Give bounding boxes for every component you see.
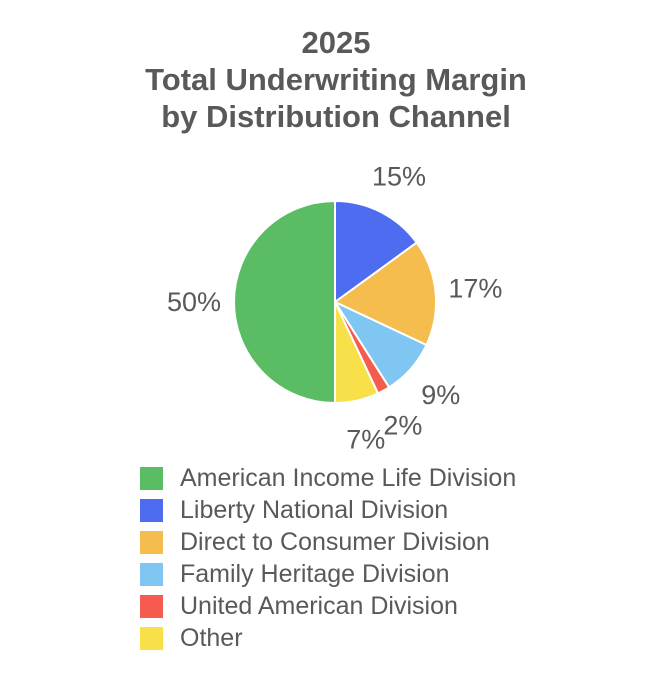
legend-item-other[interactable]: Other xyxy=(140,624,516,652)
legend-item-united-american-division[interactable]: United American Division xyxy=(140,592,516,620)
legend-swatch-other xyxy=(140,627,163,650)
pie-slice-liberty-national-division[interactable] xyxy=(334,200,418,303)
pie-slice-direct-to-consumer-division[interactable] xyxy=(334,241,437,346)
pie-percent-label-family-heritage-division: 9% xyxy=(421,380,460,410)
legend-label-family-heritage-division: Family Heritage Division xyxy=(180,560,450,588)
legend-label-direct-to-consumer-division: Direct to Consumer Division xyxy=(180,528,490,556)
pie-slice-american-income-life-division[interactable] xyxy=(233,200,336,404)
legend-swatch-liberty-national-division xyxy=(140,499,163,522)
legend-item-family-heritage-division[interactable]: Family Heritage Division xyxy=(140,560,516,588)
chart-title-line2: Total Underwriting Margin xyxy=(145,62,527,97)
legend-label-american-income-life-division: American Income Life Division xyxy=(180,464,517,492)
legend-label-united-american-division: United American Division xyxy=(180,592,458,620)
legend-label-liberty-national-division: Liberty National Division xyxy=(180,496,449,524)
legend-swatch-united-american-division xyxy=(140,595,163,618)
legend-swatch-family-heritage-division xyxy=(140,563,163,586)
legend-item-direct-to-consumer-division[interactable]: Direct to Consumer Division xyxy=(140,528,516,556)
pie-percent-label-other: 7% xyxy=(346,425,385,455)
pie-percent-label-liberty-national-division: 15% xyxy=(372,161,426,191)
legend-swatch-direct-to-consumer-division xyxy=(140,531,163,554)
legend: American Income Life Division Liberty Nat… xyxy=(140,464,517,659)
pie-percent-label-united-american-division: 2% xyxy=(383,411,422,441)
chart-title: 2025 Total Underwriting Margin by Distri… xyxy=(0,24,672,135)
legend-swatch-american-income-life-division xyxy=(140,467,163,490)
legend-label-other: Other xyxy=(180,624,243,652)
legend-item-american-income-life-division[interactable]: American Income Life Division xyxy=(140,464,517,492)
pie-percent-label-direct-to-consumer-division: 17% xyxy=(448,274,502,304)
chart-title-line1: 2025 xyxy=(301,25,371,60)
pie-percent-label-american-income-life-division: 50% xyxy=(167,287,221,317)
legend-item-liberty-national-division[interactable]: Liberty National Division xyxy=(140,496,516,524)
chart-title-line3: by Distribution Channel xyxy=(161,99,511,134)
